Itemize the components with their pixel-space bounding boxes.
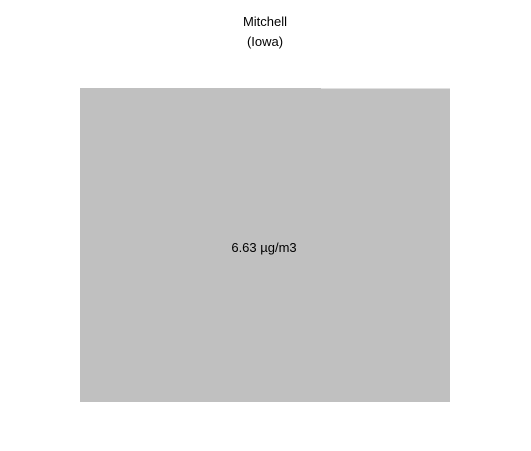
tile-edge-notch [321,88,450,89]
treemap-tiles: 6.63 µg/m3 [80,88,450,403]
chart-subtitle: (Iowa) [247,34,283,49]
tile-value-label: 6.63 µg/m3 [231,240,296,255]
chart-title: Mitchell [243,14,287,29]
